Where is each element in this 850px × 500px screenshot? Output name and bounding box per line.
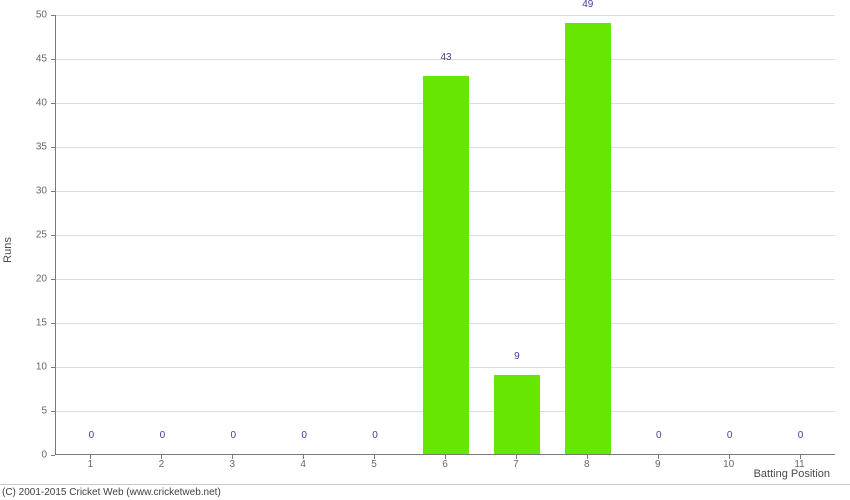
y-tick-mark [51,279,55,280]
y-tick-label: 45 [36,54,47,65]
y-tick-label: 50 [36,10,47,21]
gridline [56,15,835,16]
x-tick-mark [587,455,588,459]
x-axis-label: Batting Position [754,468,830,480]
bar-value-label: 0 [727,430,733,441]
bar-value-label: 0 [89,430,95,441]
y-tick-mark [51,15,55,16]
x-axis-ticks: 1234567891011 [55,455,835,475]
y-tick-mark [51,235,55,236]
y-tick-label: 10 [36,362,47,373]
x-tick-label: 9 [655,459,661,470]
copyright-text: (C) 2001-2015 Cricket Web (www.cricketwe… [2,487,221,498]
y-tick-mark [51,191,55,192]
y-tick-mark [51,103,55,104]
x-tick-mark [161,455,162,459]
y-tick-label: 5 [41,406,47,417]
bar [423,76,469,454]
x-tick-mark [374,455,375,459]
y-tick-label: 35 [36,142,47,153]
bar-value-label: 0 [301,430,307,441]
bar-value-label: 0 [656,430,662,441]
x-tick-label: 6 [442,459,448,470]
bar-value-label: 9 [514,351,520,362]
x-tick-mark [658,455,659,459]
x-tick-label: 7 [513,459,519,470]
x-tick-mark [516,455,517,459]
footer-divider [0,484,850,485]
bar [565,23,611,454]
x-tick-mark [800,455,801,459]
chart-container: 0000043949000 05101520253035404550 Runs … [0,0,850,500]
x-tick-mark [445,455,446,459]
y-tick-mark [51,59,55,60]
y-tick-label: 0 [41,450,47,461]
x-tick-label: 2 [159,459,165,470]
y-tick-label: 30 [36,186,47,197]
bar-value-label: 49 [582,0,593,10]
x-tick-mark [90,455,91,459]
y-tick-mark [51,367,55,368]
x-tick-label: 5 [371,459,377,470]
bar-value-label: 43 [440,52,451,63]
y-tick-mark [51,411,55,412]
y-tick-label: 15 [36,318,47,329]
x-tick-label: 8 [584,459,590,470]
x-tick-mark [303,455,304,459]
y-axis-ticks: 05101520253035404550 [0,15,55,455]
bar [494,375,540,454]
x-tick-label: 1 [88,459,94,470]
y-tick-mark [51,147,55,148]
bar-value-label: 0 [798,430,804,441]
x-tick-label: 10 [723,459,734,470]
x-tick-mark [232,455,233,459]
bar-value-label: 0 [160,430,166,441]
y-tick-label: 25 [36,230,47,241]
y-axis-label: Runs [2,237,14,263]
y-tick-label: 20 [36,274,47,285]
y-tick-mark [51,323,55,324]
x-tick-label: 4 [300,459,306,470]
y-tick-label: 40 [36,98,47,109]
plot-area: 0000043949000 [55,15,835,455]
bar-value-label: 0 [372,430,378,441]
bar-value-label: 0 [230,430,236,441]
x-tick-mark [729,455,730,459]
x-tick-label: 3 [229,459,235,470]
